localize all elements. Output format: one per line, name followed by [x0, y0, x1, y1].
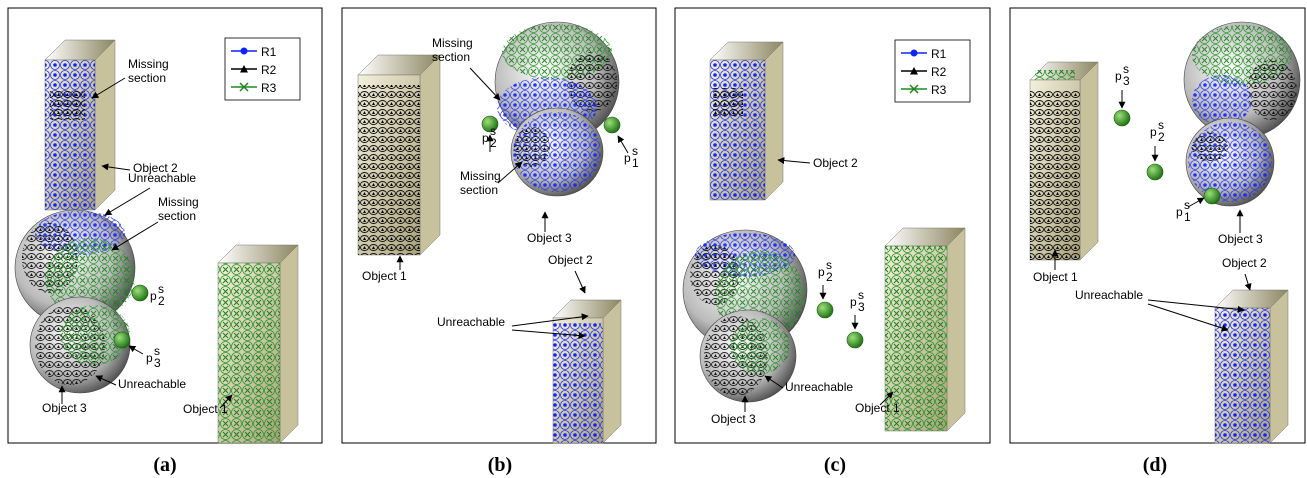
point-sub: 2	[826, 270, 833, 284]
point-label: p	[1115, 69, 1122, 83]
annotation: Missing	[128, 57, 169, 71]
coverage	[1030, 90, 1080, 260]
target-point	[817, 302, 833, 318]
point-label: p	[850, 295, 857, 309]
coverage	[713, 88, 743, 116]
coverage	[50, 90, 85, 120]
point-sub: 3	[858, 300, 865, 314]
annotation: Object 3	[711, 412, 756, 426]
cuboid-side	[765, 42, 783, 200]
annotation: Unreachable	[1075, 288, 1143, 302]
coverage	[553, 323, 603, 443]
point-sub: 2	[158, 294, 165, 308]
cuboid-side	[280, 245, 298, 443]
legend-label: R3	[261, 81, 277, 95]
panel-label: (a)	[153, 454, 176, 476]
annotation: Object 3	[42, 401, 87, 415]
target-point	[604, 117, 620, 133]
coverage	[730, 318, 790, 374]
annotation: Unreachable	[437, 315, 505, 329]
figure: R1R2R3MissingsectionObject 2UnreachableM…	[0, 0, 1307, 478]
coverage	[1247, 60, 1297, 120]
coverage	[45, 60, 95, 210]
legend-label: R2	[931, 65, 947, 79]
annotation: Object 3	[1218, 232, 1263, 246]
cuboid-side	[603, 300, 621, 443]
legend-marker	[911, 50, 918, 57]
coverage	[1035, 70, 1075, 80]
annotation: Missing	[432, 36, 473, 50]
point-label: p	[146, 351, 153, 365]
annotation: Missing	[460, 169, 501, 183]
legend-label: R1	[931, 47, 947, 61]
legend-label: R3	[931, 83, 947, 97]
cuboid-side	[1270, 290, 1288, 443]
legend-label: R1	[261, 45, 277, 59]
coverage	[710, 60, 765, 200]
panel-label: (b)	[488, 454, 512, 476]
coverage	[218, 263, 280, 443]
coverage	[1192, 132, 1228, 162]
annotation: Unreachable	[785, 380, 853, 394]
target-point	[132, 285, 148, 301]
coverage	[1188, 122, 1272, 202]
annotation: Object 1	[855, 401, 900, 415]
point-sub: 2	[1158, 130, 1165, 144]
point-sub: 2	[490, 136, 497, 150]
point-label: p	[1150, 125, 1157, 139]
annotation: section	[460, 183, 498, 197]
point-sub: 3	[1123, 74, 1130, 88]
point-sub: 3	[154, 356, 161, 370]
target-point	[847, 332, 863, 348]
target-point	[114, 332, 130, 348]
annotation: Object 2	[813, 156, 858, 170]
cuboid-side	[420, 55, 440, 255]
point-label: p	[150, 289, 157, 303]
panel-label: (c)	[824, 454, 846, 476]
cuboid-side	[1080, 62, 1098, 260]
point-sub: 1	[1184, 210, 1191, 224]
annotation: section	[128, 71, 166, 85]
annotation: Missing	[158, 195, 199, 209]
legend-marker	[241, 48, 248, 55]
annotation: section	[158, 209, 196, 223]
coverage	[1192, 75, 1252, 125]
annotation: section	[432, 50, 470, 64]
target-point	[1114, 110, 1130, 126]
annotation: Object 2	[1222, 256, 1267, 270]
annotation: Unreachable	[118, 377, 186, 391]
annotation: Object 1	[183, 402, 228, 416]
point-label: p	[1176, 205, 1183, 219]
point-label: p	[818, 265, 825, 279]
annotation: Object 3	[527, 231, 572, 245]
annotation: Object 1	[362, 269, 407, 283]
panel-label: (d)	[1143, 454, 1167, 476]
cuboid-side	[947, 228, 965, 431]
annotation: Object 2	[548, 253, 593, 267]
point-label: p	[482, 131, 489, 145]
target-point	[1204, 188, 1220, 204]
annotation: Object 1	[1033, 270, 1078, 284]
coverage	[358, 85, 420, 255]
annotation: Unreachable	[128, 171, 196, 185]
cuboid-side	[95, 40, 115, 210]
legend-label: R2	[261, 63, 277, 77]
point-sub: 1	[632, 156, 639, 170]
coverage	[514, 127, 550, 167]
target-point	[1147, 164, 1163, 180]
